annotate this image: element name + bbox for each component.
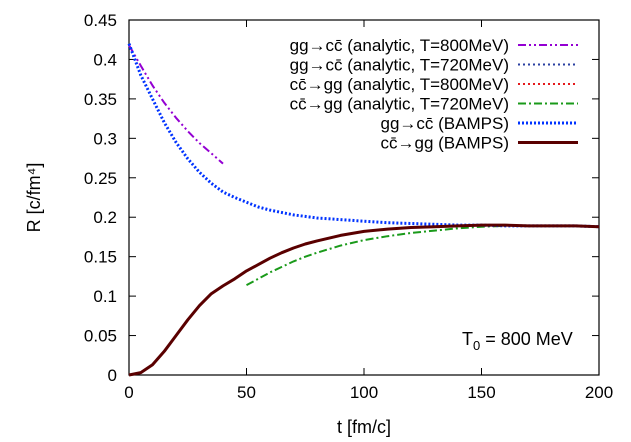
x-tick-label: 100 [350, 383, 378, 402]
y-axis-label: R [c/fm⁴] [24, 163, 44, 233]
legend: gg→cc̄ (analytic, T=800MeV)gg→cc̄ (analy… [290, 36, 578, 153]
series-line-3 [246, 224, 506, 286]
legend-entry-3: cc̄→gg (analytic, T=720MeV) [290, 95, 509, 114]
temperature-annotation: T0 = 800 MeV [462, 329, 573, 353]
y-tick-label: 0.45 [84, 11, 117, 30]
x-tick-label: 150 [467, 383, 495, 402]
y-tick-label: 0.4 [93, 50, 117, 69]
annotation-main: T [462, 329, 473, 349]
legend-entry-2: cc̄→gg (analytic, T=800MeV) [290, 75, 509, 94]
axis-ticks: 0 50 100 150 200 0 0.05 0.1 0.15 0.2 0.25 0.3 0.35 0.… [84, 11, 613, 402]
x-tick-label: 50 [237, 383, 256, 402]
y-tick-label: 0.2 [93, 208, 117, 227]
x-tick-label: 0 [124, 383, 133, 402]
annotation-rest: = 800 MeV [480, 329, 573, 349]
y-tick-label: 0.35 [84, 90, 117, 109]
y-tick-label: 0.15 [84, 248, 117, 267]
series-layer [127, 43, 600, 377]
y-tick-label: 0.1 [93, 287, 117, 306]
series-line-5 [128, 223, 600, 377]
y-tick-label: 0 [108, 366, 117, 385]
legend-entry-4: gg→cc̄ (BAMPS) [381, 114, 509, 133]
x-axis-label: t [fm/c] [337, 417, 391, 437]
y-tick-label: 0.3 [93, 129, 117, 148]
x-tick-label: 200 [585, 383, 613, 402]
y-tick-label: 0.25 [84, 169, 117, 188]
legend-entry-5: cc̄→gg (BAMPS) [381, 134, 509, 153]
legend-entry-0: gg→cc̄ (analytic, T=800MeV) [290, 36, 509, 55]
legend-entry-1: gg→cc̄ (analytic, T=720MeV) [290, 56, 509, 75]
y-tick-label: 0.05 [84, 327, 117, 346]
series-line-0 [128, 44, 224, 165]
annotation-sub: 0 [473, 338, 480, 353]
